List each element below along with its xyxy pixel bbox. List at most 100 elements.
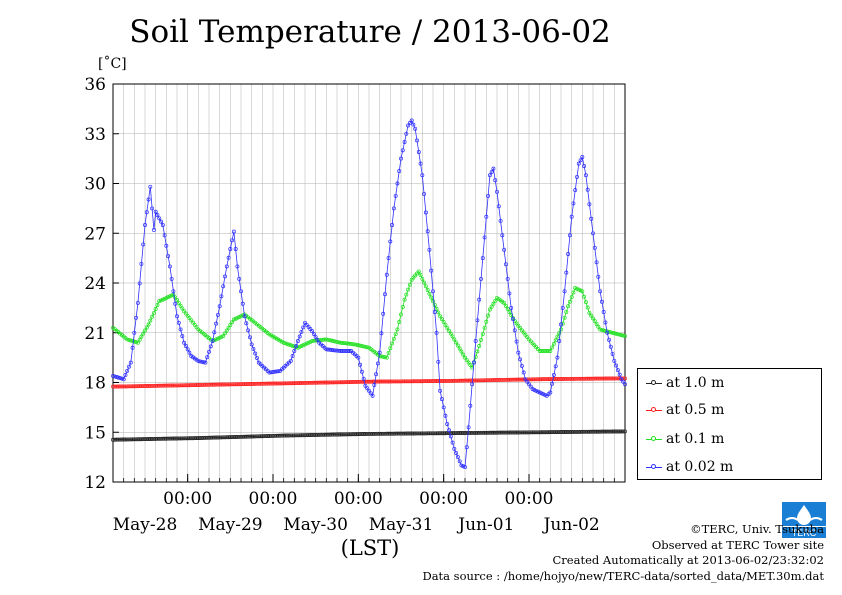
data-point-at-1-0-m: [404, 431, 409, 436]
data-point-at-1-0-m: [548, 430, 553, 435]
data-point-at-0-02-m: [448, 434, 453, 439]
data-point-at-0-1-m: [285, 341, 290, 346]
data-point-at-0-5-m: [603, 376, 608, 381]
data-point-at-0-5-m: [214, 382, 219, 387]
data-point-at-1-0-m: [308, 433, 313, 437]
data-point-at-0-02-m: [203, 360, 208, 365]
data-point-at-0-02-m: [415, 138, 419, 143]
data-point-at-1-0-m: [507, 430, 512, 435]
data-point-at-0-02-m: [157, 216, 162, 221]
data-point-at-1-0-m: [413, 431, 418, 436]
data-point-at-1-0-m: [253, 434, 258, 439]
data-point-at-0-1-m: [546, 349, 551, 353]
data-point-at-1-0-m: [523, 430, 528, 435]
x-date-label: Jun-01: [456, 515, 514, 535]
data-point-at-0-5-m: [589, 376, 594, 381]
data-point-at-0-5-m: [253, 381, 258, 386]
data-point-at-0-5-m: [507, 377, 512, 382]
data-point-at-0-02-m: [384, 272, 389, 277]
data-point-at-0-1-m: [361, 344, 366, 349]
legend-swatch-1m: [646, 378, 662, 388]
data-point-at-1-0-m: [397, 431, 402, 436]
data-point-at-0-1-m: [612, 331, 617, 336]
data-point-at-0-1-m: [598, 327, 603, 332]
data-point-at-0-5-m: [331, 380, 336, 385]
data-point-at-0-02-m: [580, 155, 585, 159]
data-point-at-0-1-m: [623, 334, 627, 339]
data-point-at-1-0-m: [516, 430, 521, 435]
data-point-at-0-1-m: [564, 310, 569, 314]
data-point-at-0-02-m: [594, 260, 599, 265]
data-point-at-0-5-m: [292, 381, 297, 386]
data-point-at-0-1-m: [555, 334, 560, 339]
data-point-at-0-02-m: [466, 425, 471, 430]
data-point-at-0-02-m: [559, 322, 563, 327]
data-point-at-0-1-m: [445, 325, 450, 330]
data-point-at-0-02-m: [560, 305, 565, 310]
data-point-at-0-1-m: [349, 341, 354, 346]
data-point-at-0-5-m: [404, 379, 409, 384]
data-point-at-1-0-m: [486, 430, 491, 435]
y-tick-label: 24: [84, 274, 106, 294]
data-point-at-0-5-m: [541, 377, 546, 382]
data-point-at-0-1-m: [493, 298, 498, 303]
data-point-at-1-0-m: [511, 430, 515, 435]
data-point-at-0-5-m: [166, 383, 171, 388]
data-point-at-0-02-m: [473, 339, 478, 343]
legend-label-01m: at 0.1 m: [666, 431, 725, 447]
data-point-at-1-0-m: [230, 435, 235, 440]
data-point-at-0-02-m: [198, 359, 203, 364]
data-point-at-0-1-m: [231, 317, 236, 322]
data-point-at-0-1-m: [503, 303, 508, 308]
data-point-at-1-0-m: [475, 430, 480, 435]
data-point-at-0-02-m: [457, 459, 462, 464]
legend-label-1m: at 1.0 m: [666, 375, 725, 391]
data-point-at-0-5-m: [461, 378, 466, 383]
data-point-at-0-5-m: [598, 376, 603, 381]
data-point-at-0-5-m: [484, 378, 489, 383]
data-point-at-0-1-m: [386, 350, 391, 355]
data-point-at-0-02-m: [299, 329, 304, 334]
data-point-at-0-02-m: [439, 397, 444, 402]
data-point-at-0-02-m: [340, 349, 345, 353]
data-point-at-0-02-m: [271, 370, 275, 374]
data-point-at-0-1-m: [354, 342, 359, 347]
data-point-at-0-5-m: [479, 378, 483, 383]
data-point-at-0-02-m: [495, 189, 499, 194]
data-point-at-0-5-m: [475, 378, 480, 383]
data-point-at-0-02-m: [116, 375, 121, 380]
data-point-at-0-1-m: [331, 339, 336, 343]
data-point-at-0-1-m: [432, 303, 437, 307]
data-point-at-0-1-m: [384, 355, 389, 360]
x-date-label: May-30: [283, 515, 348, 535]
data-point-at-0-02-m: [429, 268, 434, 273]
data-point-at-1-0-m: [267, 434, 272, 438]
data-point-at-0-1-m: [489, 304, 494, 309]
data-point-at-1-0-m: [214, 435, 219, 440]
data-point-at-0-5-m: [559, 377, 563, 381]
data-point-at-0-5-m: [118, 384, 123, 389]
data-point-at-0-5-m: [260, 381, 265, 386]
data-point-at-1-0-m: [459, 431, 464, 435]
data-point-at-0-02-m: [196, 358, 201, 363]
data-point-at-0-02-m: [388, 239, 393, 244]
data-point-at-0-5-m: [587, 376, 592, 381]
data-point-at-0-02-m: [244, 321, 249, 326]
data-point-at-0-02-m: [601, 310, 606, 314]
data-point-at-0-02-m: [112, 374, 117, 379]
data-point-at-0-02-m: [150, 206, 155, 211]
data-point-at-1-0-m: [187, 436, 192, 441]
data-point-at-0-02-m: [432, 310, 437, 314]
data-point-at-0-5-m: [415, 379, 419, 384]
data-point-at-0-02-m: [247, 335, 252, 340]
data-point-at-0-5-m: [468, 378, 473, 383]
data-point-at-1-0-m: [564, 430, 569, 434]
data-point-at-0-02-m: [255, 356, 259, 360]
data-point-at-0-5-m: [219, 382, 224, 387]
data-point-at-0-5-m: [308, 380, 313, 385]
data-point-at-0-1-m: [166, 295, 171, 300]
data-point-at-0-02-m: [619, 377, 624, 382]
data-point-at-0-1-m: [599, 327, 604, 332]
data-point-at-0-5-m: [230, 382, 235, 387]
data-point-at-1-0-m: [155, 436, 160, 441]
